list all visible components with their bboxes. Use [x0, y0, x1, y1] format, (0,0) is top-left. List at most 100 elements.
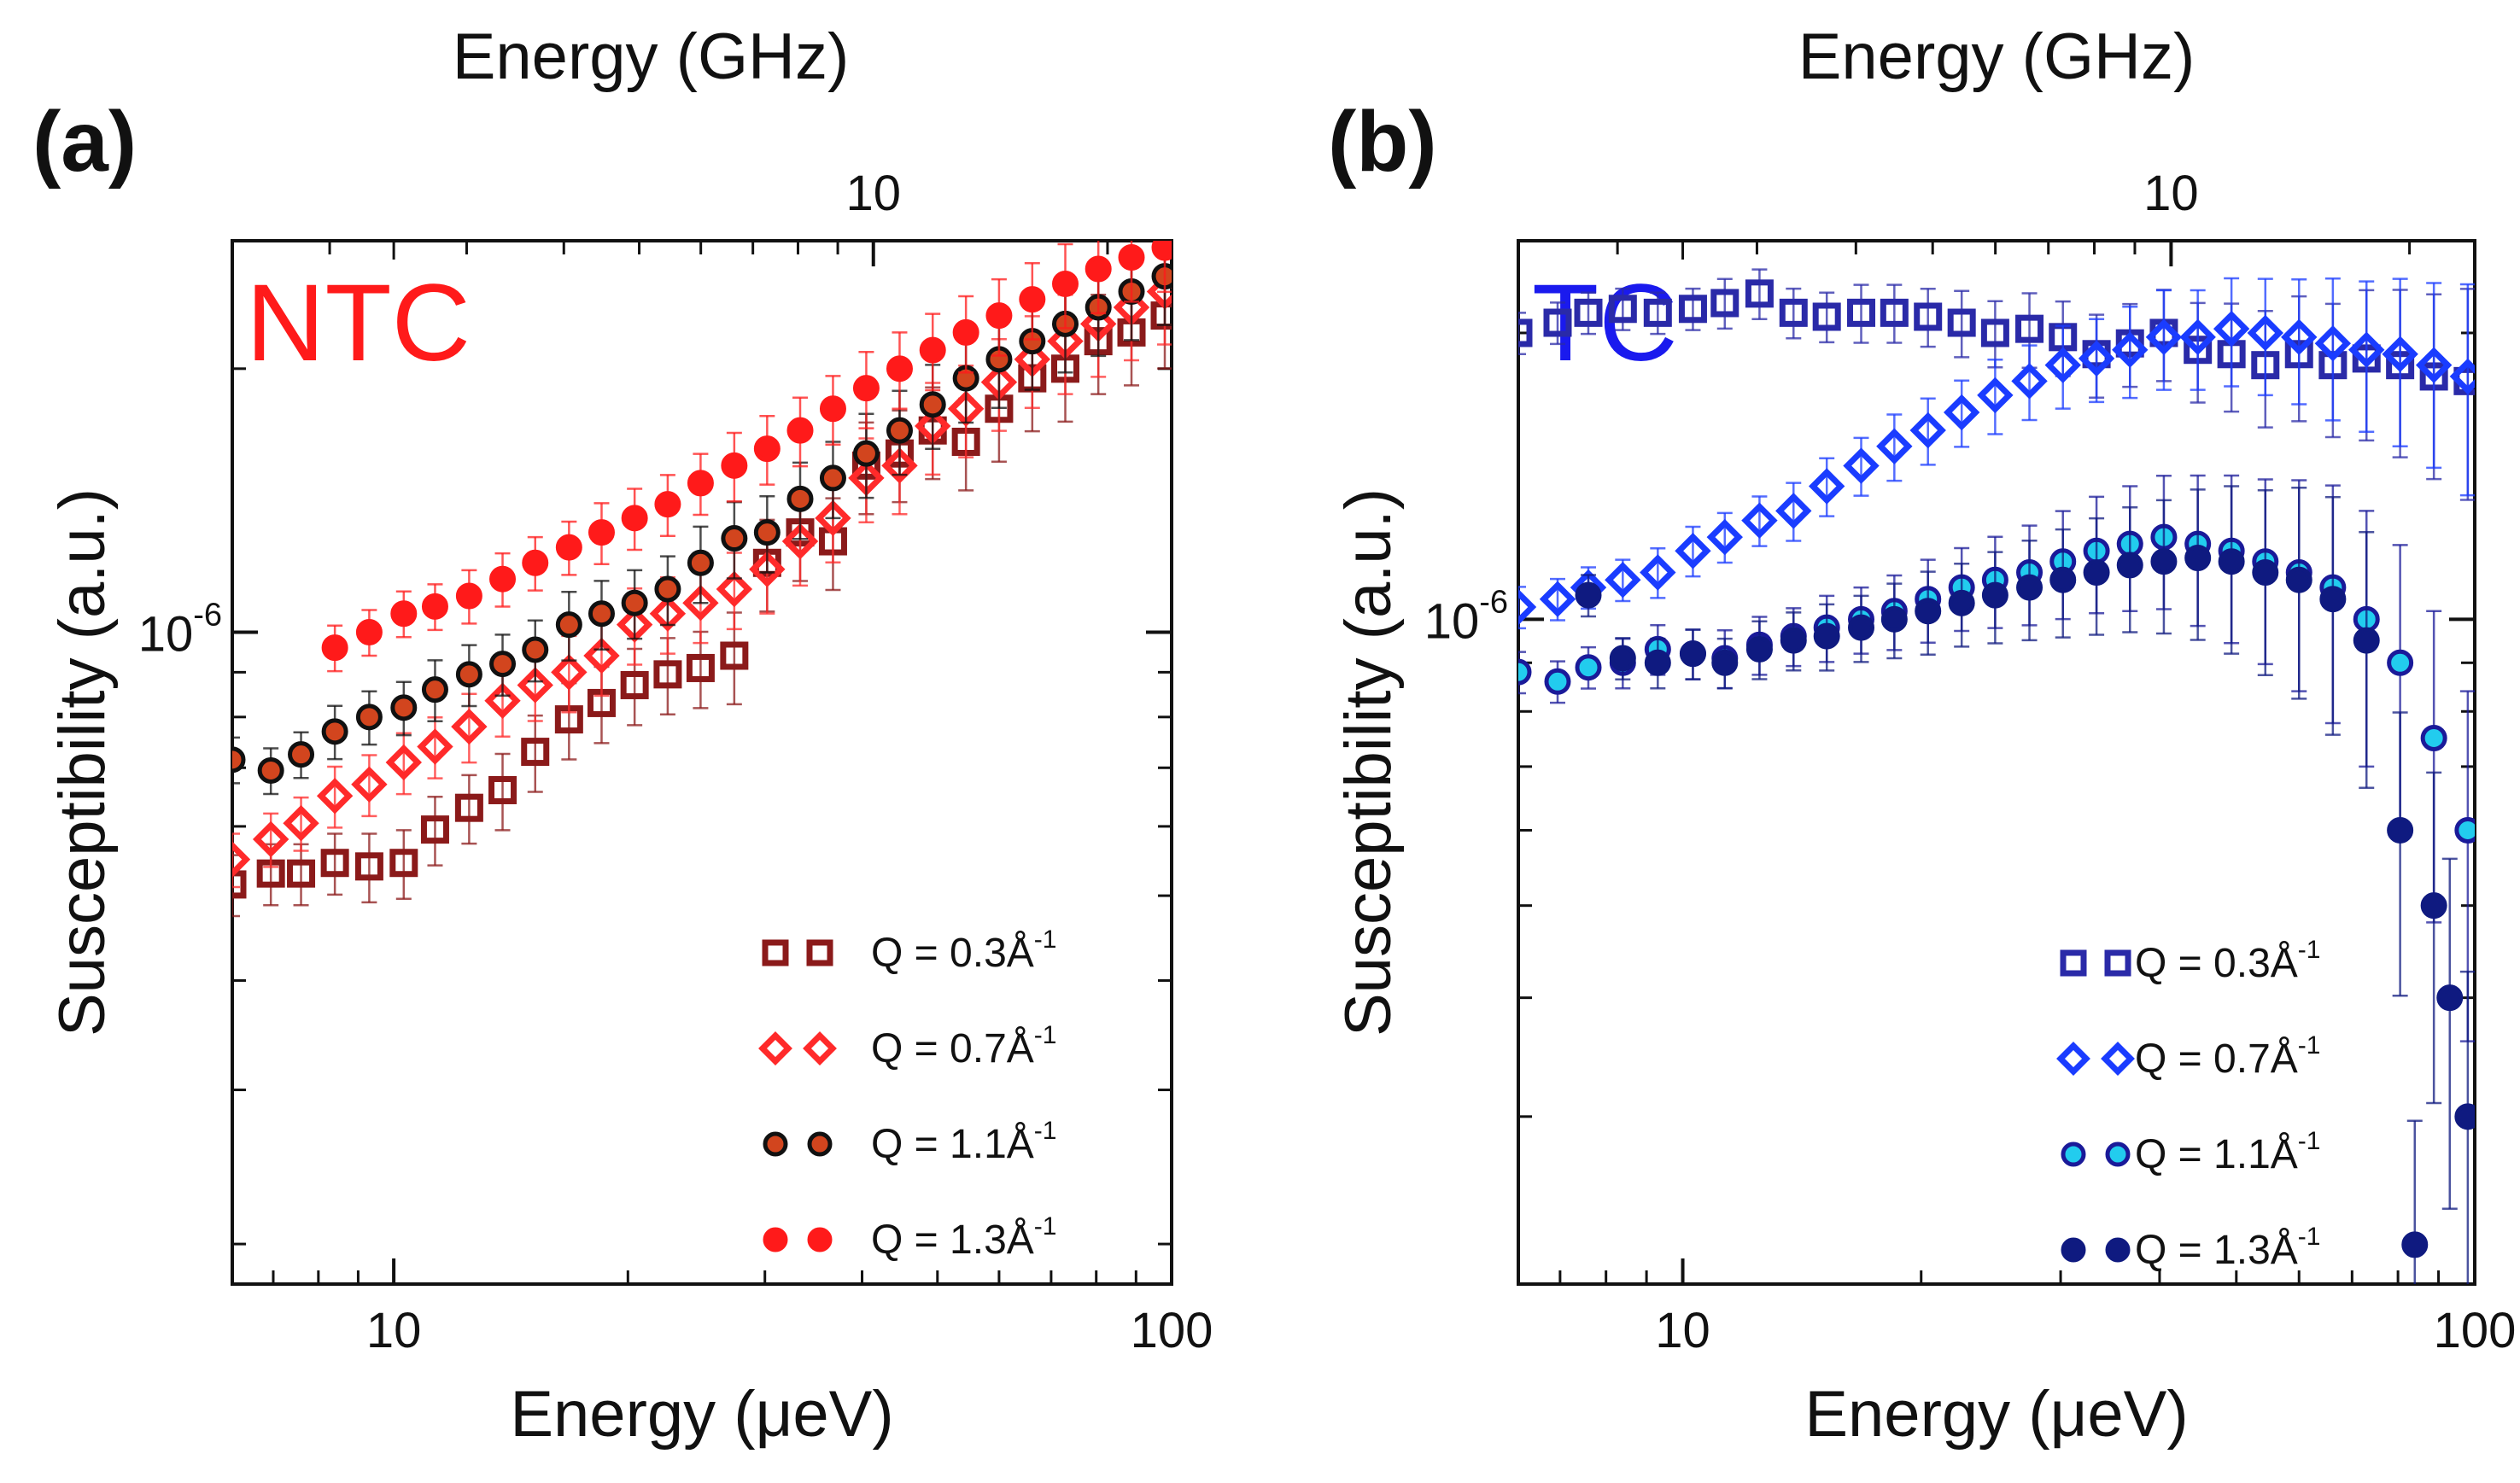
data-point: [455, 661, 482, 688]
data-point: [522, 549, 549, 576]
data-point: [815, 499, 851, 537]
data-point: [232, 870, 247, 899]
data-point: [781, 523, 819, 560]
data-point: [417, 728, 453, 765]
plot-data: [1518, 268, 2475, 1284]
legend-marker: [758, 1031, 792, 1066]
x-tick-label: 10: [366, 1303, 422, 1358]
data-point: [1518, 658, 1532, 686]
legend-label: Q = 0.7Å-1: [2135, 1031, 2320, 1082]
data-point: [886, 355, 913, 382]
data-point: [720, 641, 749, 670]
legend-label-exponent: -1: [2298, 1031, 2321, 1060]
plot-frame: [1517, 239, 2476, 1286]
data-point: [721, 525, 748, 552]
data-point: [1118, 244, 1145, 271]
y-tick-label: 10-6: [1424, 584, 1508, 649]
data-point: [1947, 308, 1976, 337]
data-point: [2285, 566, 2312, 593]
data-point: [1052, 270, 1079, 297]
data-point: [1640, 554, 1676, 591]
data-point: [489, 565, 517, 593]
data-point: [1741, 502, 1778, 539]
data-point: [2420, 725, 2447, 752]
data-point: [2112, 331, 2149, 368]
data-point: [321, 634, 348, 662]
data-point: [1977, 377, 2014, 414]
data-point: [1745, 635, 1773, 663]
x-tick-label: 100: [1131, 1303, 1213, 1358]
y-tick-exponent: -6: [1479, 584, 1508, 620]
data-point: [2319, 586, 2347, 613]
data-point: [287, 859, 316, 888]
data-point: [2145, 318, 2183, 356]
data-point: [1943, 394, 1980, 431]
data-point: [852, 375, 880, 402]
legend-marker: [2105, 1141, 2131, 1167]
data-point: [2011, 363, 2048, 400]
data-point: [1518, 588, 1537, 626]
data-point: [919, 391, 946, 418]
data-point: [1775, 493, 1812, 529]
data-point: [2213, 310, 2250, 347]
data-point: [2401, 1231, 2429, 1258]
legend-marker: [763, 1131, 788, 1157]
data-point: [257, 756, 284, 784]
legend: Q = 0.3Å-1Q = 0.7Å-1Q = 1.1Å-1Q = 1.3Å-1: [758, 925, 1056, 1263]
data-point: [2281, 318, 2318, 356]
data-point: [1706, 518, 1743, 556]
data-point: [2314, 325, 2352, 362]
data-point: [1543, 308, 1572, 337]
y-tick-base: 10: [1424, 593, 1480, 649]
data-point: [484, 682, 521, 719]
legend-label: Q = 1.3Å-1: [2135, 1223, 2320, 1273]
legend-label-main: Q = 1.3Å: [2135, 1228, 2298, 1273]
data-point: [232, 746, 246, 774]
series-2: [232, 241, 1172, 796]
data-point: [588, 519, 615, 546]
data-point: [288, 741, 315, 768]
data-point: [2179, 318, 2216, 356]
data-point: [1544, 668, 1571, 695]
data-point: [1575, 654, 1602, 681]
data-point: [1710, 289, 1739, 318]
legend-label-exponent: -1: [2298, 1127, 2321, 1155]
data-point: [2415, 347, 2453, 383]
data-point: [620, 670, 649, 699]
data-point: [1643, 298, 1672, 327]
legend-label: Q = 0.3Å-1: [871, 925, 1056, 976]
legend-label-main: Q = 1.1Å: [871, 1122, 1034, 1167]
data-point: [522, 636, 549, 663]
data-point: [385, 744, 423, 781]
data-point: [919, 336, 946, 364]
x2-tick-label: 10: [2143, 166, 2199, 221]
legend-marker: [763, 1227, 788, 1252]
data-point: [881, 447, 918, 484]
data-point: [2150, 548, 2178, 575]
x2-axis-title: Energy (GHz): [453, 20, 850, 93]
y-tick-base: 10: [138, 606, 194, 662]
data-point: [555, 534, 582, 561]
data-point: [985, 302, 1013, 330]
legend-label: Q = 1.1Å-1: [871, 1117, 1056, 1167]
data-point: [517, 667, 553, 704]
data-point: [1518, 318, 1533, 347]
panel-letter: (b): [1328, 94, 1437, 190]
data-point: [2436, 984, 2464, 1012]
data-point: [1575, 581, 1602, 609]
y-tick-label: 10-6: [138, 597, 222, 662]
data-point: [1812, 302, 1841, 331]
data-point: [390, 694, 418, 721]
data-point: [1880, 605, 1908, 633]
data-point: [2184, 545, 2212, 572]
data-point: [1085, 255, 1112, 283]
data-point: [2083, 558, 2110, 586]
data-point: [1019, 286, 1046, 313]
data-point: [2016, 574, 2043, 601]
data-point: [1608, 295, 1637, 324]
data-point: [1675, 533, 1711, 569]
data-point: [1848, 614, 1875, 641]
data-point: [2382, 336, 2418, 372]
